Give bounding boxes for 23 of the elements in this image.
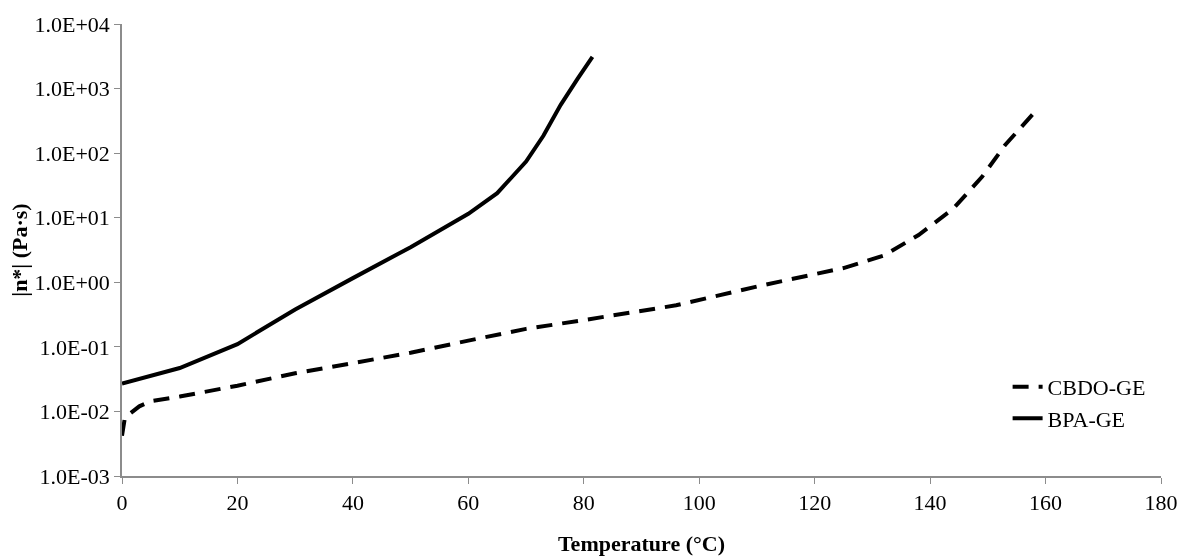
legend-label: CBDO-GE [1047, 375, 1146, 401]
y-tick-label: 1.0E+02 [34, 140, 110, 166]
x-tick-label: 60 [457, 490, 480, 516]
x-axis-title: Temperature (°C) [557, 531, 726, 556]
y-tick-label: 1.0E+04 [34, 11, 110, 37]
line-series [122, 54, 595, 386]
x-tick-label: 180 [1144, 490, 1178, 516]
y-tick-label: 1.0E+00 [34, 269, 110, 295]
y-tick-label: 1.0E+01 [34, 205, 110, 231]
y-tick-label: 1.0E-02 [39, 399, 110, 425]
x-tick-label: 100 [682, 490, 716, 516]
x-tick-label: 140 [913, 490, 947, 516]
x-tick-label: 160 [1029, 490, 1063, 516]
x-tick-label: 80 [572, 490, 595, 516]
x-tick-label: 40 [341, 490, 364, 516]
legend-label: BPA-GE [1047, 406, 1126, 432]
x-tick-label: 120 [798, 490, 832, 516]
y-tick-label: 1.0E-01 [39, 334, 110, 360]
x-tick-label: 20 [226, 490, 249, 516]
y-axis-title: |n*| (Pa·s) [7, 203, 33, 297]
x-tick-label: 0 [116, 490, 128, 516]
y-tick-label: 1.0E+03 [34, 76, 110, 102]
y-tick-label: 1.0E-03 [39, 463, 110, 489]
